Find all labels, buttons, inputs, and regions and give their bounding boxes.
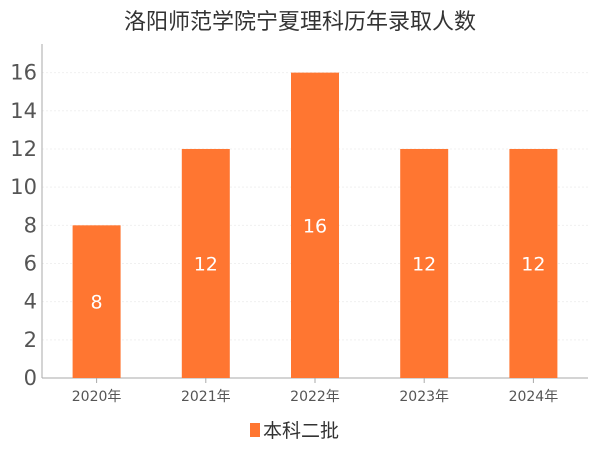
y-tick-label: 8: [24, 213, 37, 237]
y-tick-label: 0: [24, 366, 37, 390]
y-tick-label: 6: [24, 251, 37, 275]
bar-value-label: 12: [194, 253, 218, 275]
legend-swatch[interactable]: [250, 423, 260, 437]
bar-value-label: 8: [91, 292, 103, 314]
y-tick-label: 14: [10, 99, 37, 123]
y-tick-label: 12: [10, 137, 37, 161]
bar-value-label: 12: [521, 253, 545, 275]
bar[interactable]: [400, 148, 449, 378]
legend-label[interactable]: 本科二批: [263, 420, 339, 442]
bar-value-label: 12: [412, 253, 436, 275]
bar[interactable]: [509, 148, 558, 378]
bar[interactable]: [291, 72, 339, 378]
y-tick-label: 2: [24, 328, 37, 352]
x-tick-label: 2022年: [290, 389, 340, 405]
x-tick-label: 2021年: [181, 389, 231, 405]
y-tick-label: 16: [10, 61, 37, 85]
bar[interactable]: [72, 225, 121, 378]
chart-title: 洛阳师范学院宁夏理科历年录取人数: [123, 10, 476, 35]
y-tick-label: 10: [10, 175, 37, 199]
x-tick-label: 2023年: [399, 389, 449, 405]
x-tick-label: 2020年: [72, 389, 122, 405]
x-tick-label: 2024年: [509, 389, 559, 405]
bar[interactable]: [181, 148, 230, 378]
bar-value-label: 16: [303, 215, 327, 237]
y-tick-label: 4: [24, 290, 37, 314]
